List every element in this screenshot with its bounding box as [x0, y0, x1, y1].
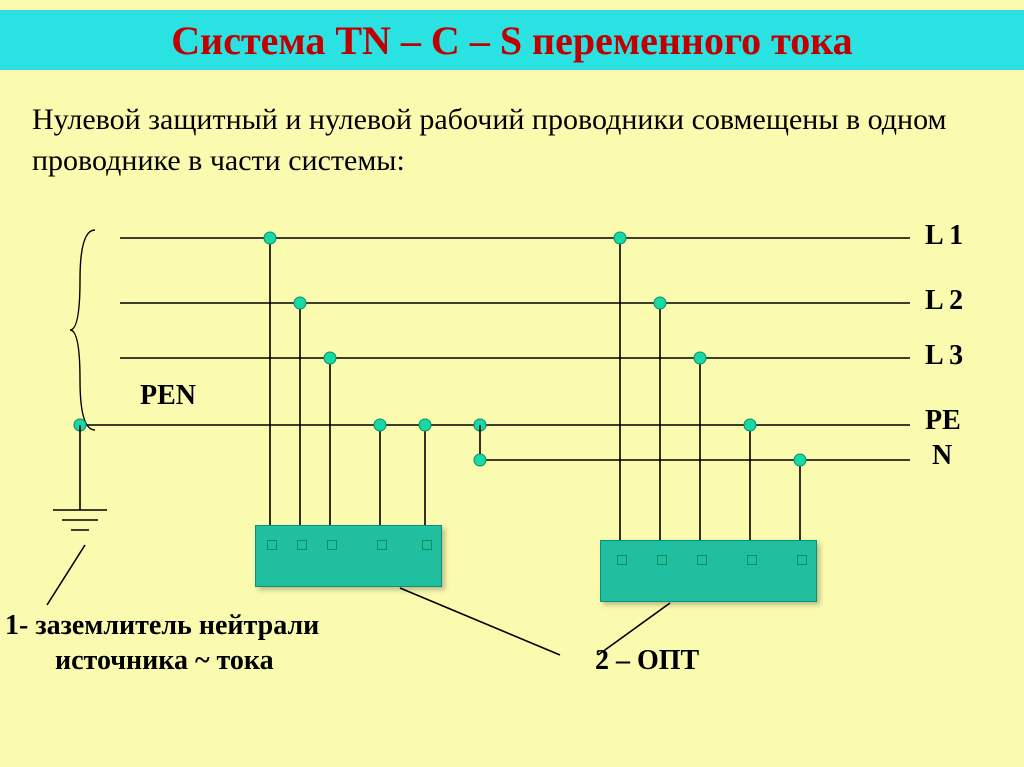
slide: Система TN – C – S переменного тока Нуле… — [0, 0, 1024, 767]
load-pin — [297, 540, 307, 550]
label-l1: L 1 — [925, 220, 963, 252]
description-text: Нулевой защитный и нулевой рабочий прово… — [32, 100, 992, 181]
label-pe: PE — [925, 405, 961, 437]
title-band: Система TN – C – S переменного тока — [0, 10, 1024, 70]
legend-1-line1: 1- заземлитель нейтрали — [5, 610, 319, 642]
legend-1-line2: источника ~ тока — [55, 645, 274, 677]
label-l2: L 2 — [925, 285, 963, 317]
label-n: N — [932, 440, 952, 472]
load-pin — [747, 555, 757, 565]
load-pin — [657, 555, 667, 565]
load-box-2 — [600, 540, 817, 602]
page-title: Система TN – C – S переменного тока — [171, 17, 852, 64]
load-pin — [617, 555, 627, 565]
label-l3: L 3 — [925, 340, 963, 372]
load-pin — [422, 540, 432, 550]
tn-c-s-diagram: L 1 L 2 L 3 PE N PEN 1- заземлитель нейт… — [30, 200, 990, 760]
load-pin — [327, 540, 337, 550]
legend-2: 2 – ОПТ — [595, 645, 699, 677]
load-pin — [267, 540, 277, 550]
label-pen: PEN — [140, 380, 196, 412]
load-box-1 — [255, 525, 442, 587]
load-pin — [697, 555, 707, 565]
load-pin — [797, 555, 807, 565]
load-pin — [377, 540, 387, 550]
